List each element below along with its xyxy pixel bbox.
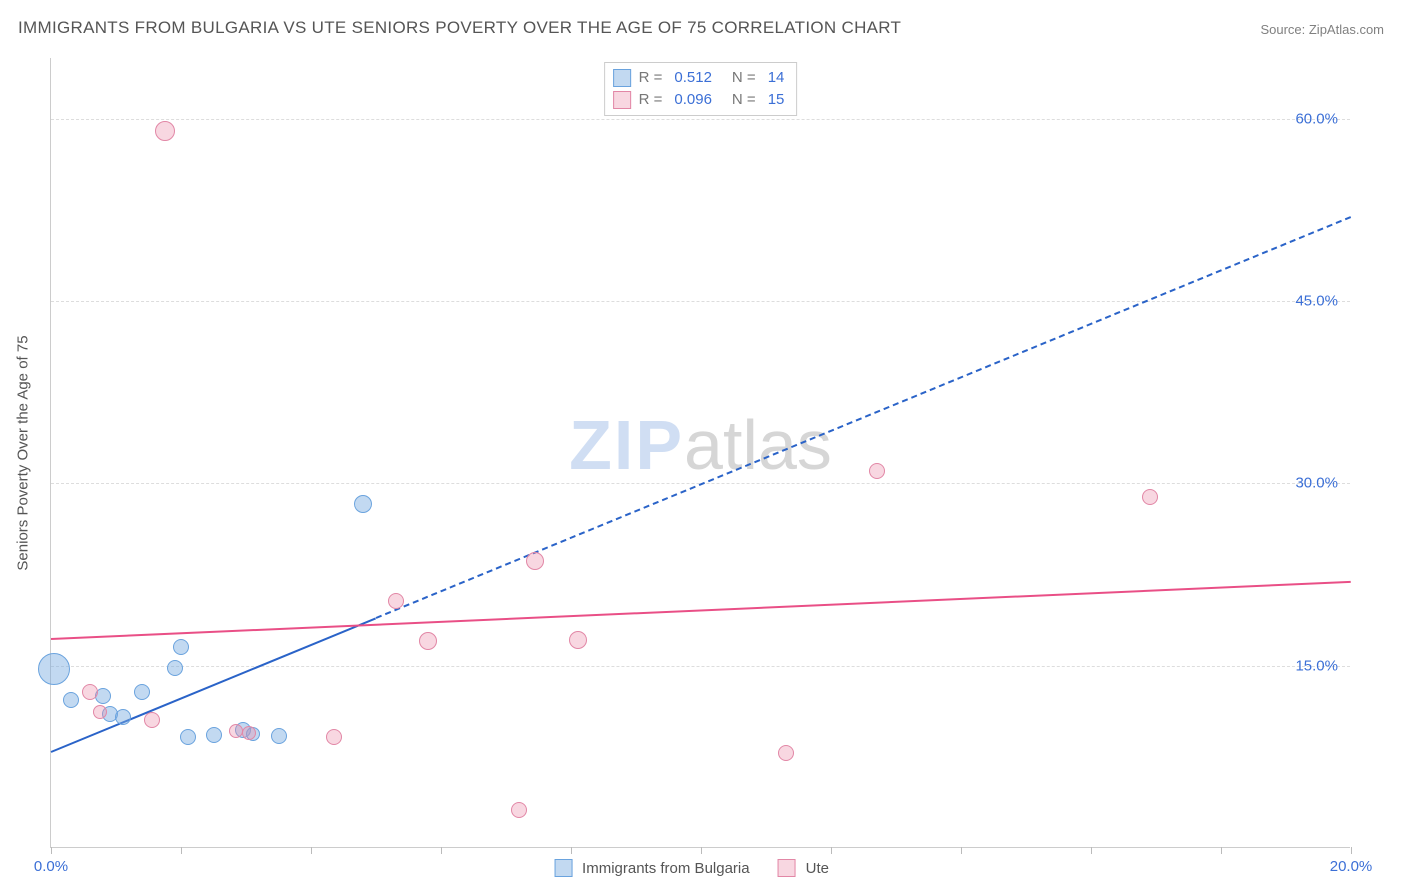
scatter-point (354, 495, 372, 513)
scatter-point (229, 724, 243, 738)
scatter-point (526, 552, 544, 570)
scatter-point (778, 745, 794, 761)
x-tick-label: 20.0% (1330, 858, 1373, 875)
legend-r-value: 0.512 (674, 67, 712, 89)
legend-swatch (613, 91, 631, 109)
chart-title: IMMIGRANTS FROM BULGARIA VS UTE SENIORS … (18, 18, 901, 38)
y-tick-label: 30.0% (1295, 475, 1338, 492)
scatter-point (206, 727, 222, 743)
x-tick-mark (571, 847, 572, 854)
legend-n-label: N = (732, 89, 756, 111)
legend-series-label: Ute (806, 860, 829, 877)
legend-series-label: Immigrants from Bulgaria (582, 860, 750, 877)
x-tick-mark (181, 847, 182, 854)
legend-n-value: 14 (768, 67, 785, 89)
correlation-legend: R = 0.512 N = 14 R = 0.096 N = 15 (604, 62, 798, 116)
series-legend: Immigrants from Bulgaria Ute (554, 859, 847, 877)
x-tick-mark (1091, 847, 1092, 854)
legend-r-value: 0.096 (674, 89, 712, 111)
legend-r-label: R = (639, 67, 663, 89)
trend-line (51, 581, 1351, 640)
y-axis-label: Seniors Poverty Over the Age of 75 (15, 335, 32, 570)
scatter-plot-area: Seniors Poverty Over the Age of 75 ZIPat… (50, 58, 1350, 848)
scatter-point (82, 684, 98, 700)
trend-line (376, 216, 1352, 619)
legend-row: R = 0.096 N = 15 (613, 89, 789, 111)
scatter-point (1142, 489, 1158, 505)
scatter-point (419, 632, 437, 650)
scatter-point (869, 463, 885, 479)
scatter-point (511, 802, 527, 818)
legend-swatch (613, 69, 631, 87)
x-tick-mark (441, 847, 442, 854)
watermark-zip: ZIP (569, 406, 684, 484)
gridline (51, 301, 1350, 302)
x-tick-mark (1221, 847, 1222, 854)
scatter-point (93, 705, 107, 719)
scatter-point (144, 712, 160, 728)
scatter-point (134, 684, 150, 700)
scatter-point (271, 728, 287, 744)
legend-n-value: 15 (768, 89, 785, 111)
watermark-atlas: atlas (684, 406, 832, 484)
scatter-point (173, 639, 189, 655)
y-tick-label: 15.0% (1295, 657, 1338, 674)
x-tick-label: 0.0% (34, 858, 68, 875)
x-tick-mark (51, 847, 52, 854)
legend-r-label: R = (639, 89, 663, 111)
gridline (51, 666, 1350, 667)
y-tick-label: 60.0% (1295, 110, 1338, 127)
x-tick-mark (701, 847, 702, 854)
scatter-point (155, 121, 175, 141)
legend-swatch (778, 859, 796, 877)
scatter-point (242, 726, 256, 740)
x-tick-mark (311, 847, 312, 854)
scatter-point (326, 729, 342, 745)
scatter-point (388, 593, 404, 609)
y-tick-label: 45.0% (1295, 293, 1338, 310)
legend-row: R = 0.512 N = 14 (613, 67, 789, 89)
scatter-point (180, 729, 196, 745)
x-tick-mark (961, 847, 962, 854)
x-tick-mark (1351, 847, 1352, 854)
scatter-point (38, 653, 70, 685)
gridline (51, 119, 1350, 120)
legend-n-label: N = (732, 67, 756, 89)
source-attribution: Source: ZipAtlas.com (1260, 22, 1384, 37)
scatter-point (63, 692, 79, 708)
scatter-point (115, 709, 131, 725)
legend-swatch (554, 859, 572, 877)
scatter-point (569, 631, 587, 649)
scatter-point (167, 660, 183, 676)
x-tick-mark (831, 847, 832, 854)
